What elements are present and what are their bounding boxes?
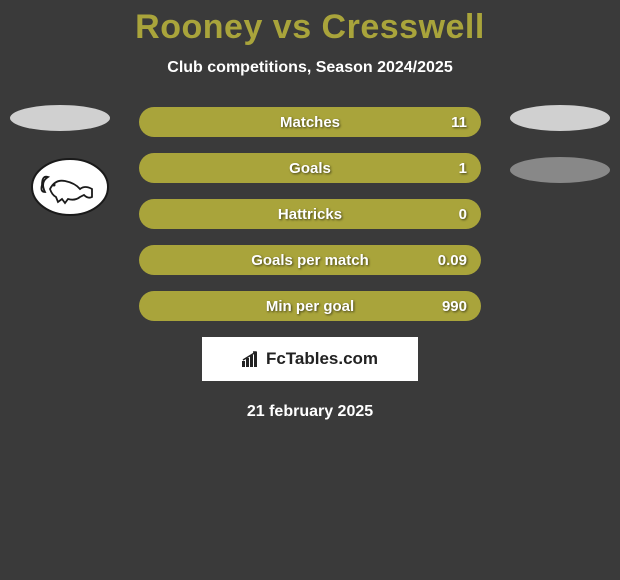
brand-box[interactable]: FcTables.com: [202, 337, 418, 381]
widget-container: Rooney vs Cresswell Club competitions, S…: [0, 0, 620, 421]
stat-label: Goals per match: [251, 252, 369, 269]
page-title: Rooney vs Cresswell: [0, 8, 620, 47]
brand-text: FcTables.com: [242, 349, 378, 369]
right-oval-1: [510, 105, 610, 131]
ram-logo-icon: [30, 157, 110, 217]
right-oval-2: [510, 157, 610, 183]
stat-value-right: 1: [459, 160, 467, 177]
stat-row: Goals 1: [139, 153, 481, 183]
left-oval-1: [10, 105, 110, 131]
club-logo: [30, 157, 110, 217]
stat-value-right: 0: [459, 206, 467, 223]
subtitle: Club competitions, Season 2024/2025: [0, 59, 620, 77]
stat-label: Goals: [289, 160, 331, 177]
stat-rows: Matches 11 Goals 1 Hattricks 0 Goals per match…: [139, 107, 481, 321]
stat-value-right: 990: [442, 298, 467, 315]
stat-row: Hattricks 0: [139, 199, 481, 229]
stat-row: Matches 11: [139, 107, 481, 137]
stats-area: Matches 11 Goals 1 Hattricks 0 Goals per match…: [0, 107, 620, 421]
stat-value-right: 11: [451, 114, 467, 131]
date-text: 21 february 2025: [0, 403, 620, 421]
stat-label: Hattricks: [278, 206, 342, 223]
stat-row: Min per goal 990: [139, 291, 481, 321]
stat-label: Matches: [280, 114, 340, 131]
bars-icon: [242, 351, 262, 367]
brand-label: FcTables.com: [266, 349, 378, 369]
stat-row: Goals per match 0.09: [139, 245, 481, 275]
stat-value-right: 0.09: [438, 252, 467, 269]
stat-label: Min per goal: [266, 298, 354, 315]
